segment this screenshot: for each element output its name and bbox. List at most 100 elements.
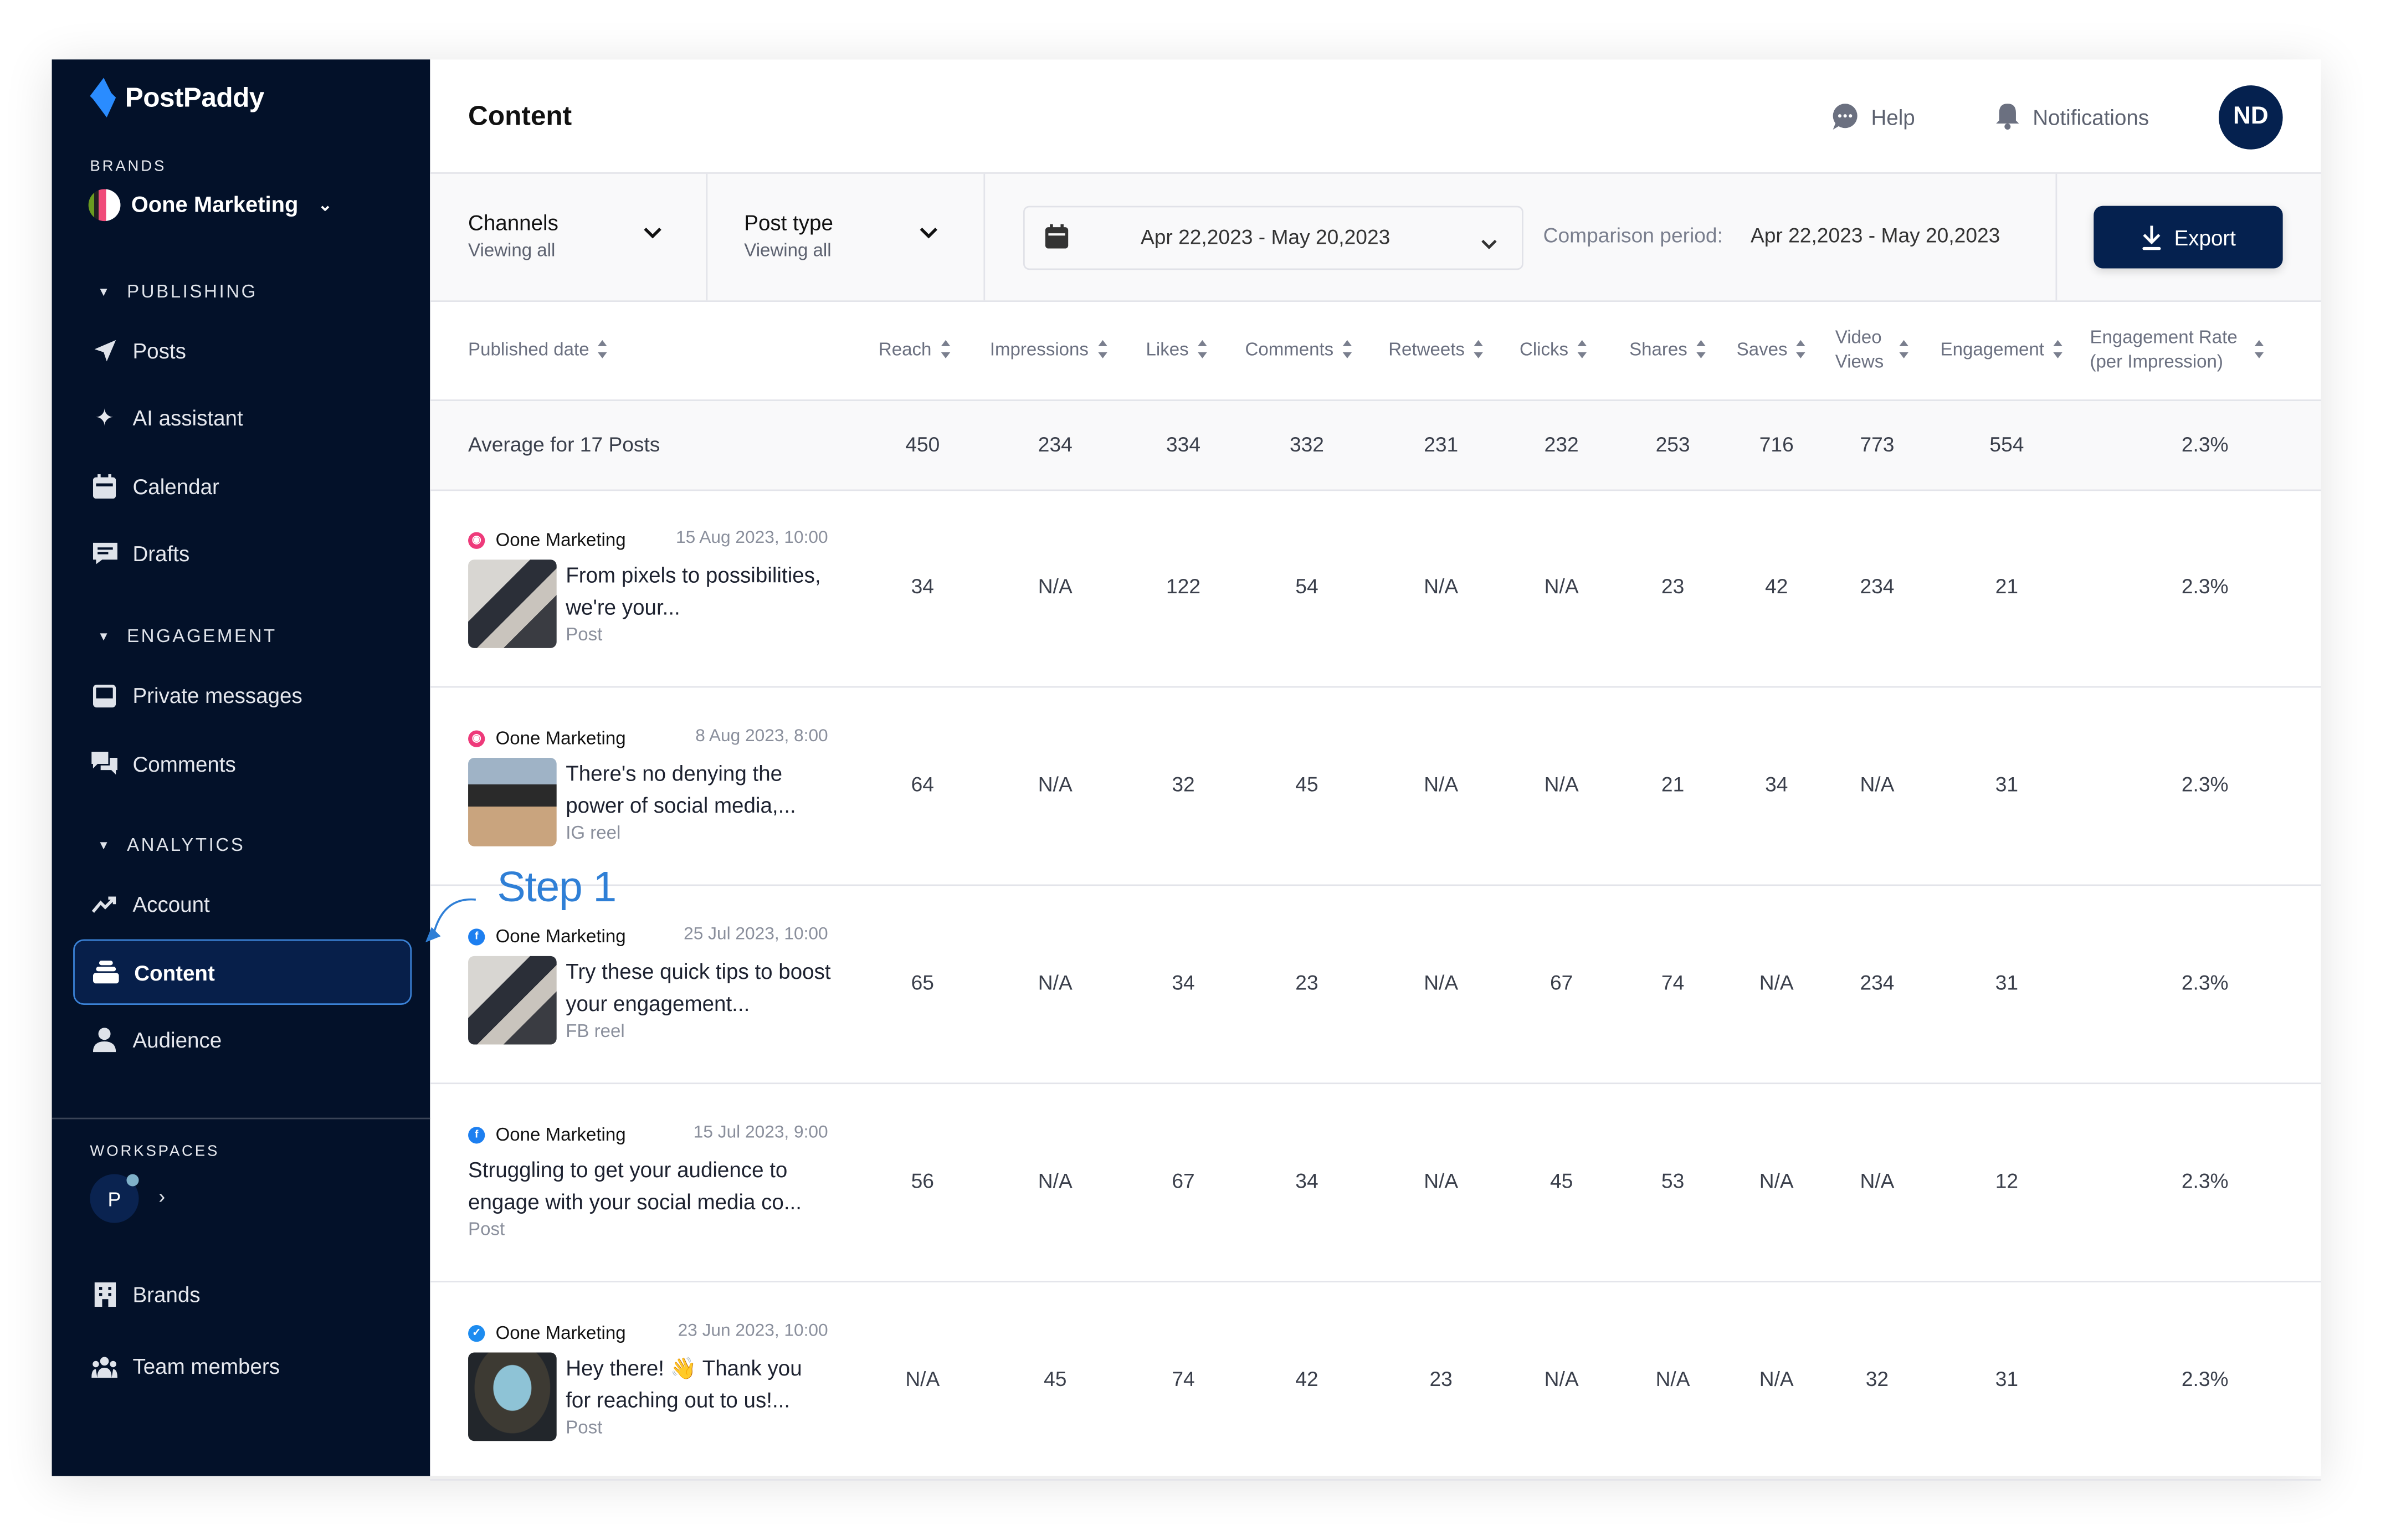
sidebar-item-drafts[interactable]: Drafts	[73, 523, 412, 584]
instagram-icon: ◉	[468, 730, 485, 747]
group-engagement[interactable]: ▼ ENGAGEMENT	[98, 625, 277, 647]
column-header-impressions[interactable]: Impressions	[990, 337, 1109, 361]
metric-value: 67	[1549, 971, 1573, 994]
post-date: 8 Aug 2023, 8:00	[695, 727, 828, 746]
column-header-saves[interactable]: Saves	[1737, 337, 1808, 361]
sidebar-item-calendar[interactable]: Calendar	[73, 456, 412, 517]
post-type-label: Post type	[744, 210, 833, 235]
post-meta: ✓ Oone Marketing	[468, 1322, 626, 1343]
post-type: Post	[566, 1416, 603, 1438]
post-text: Hey there! 👋 Thank you for reaching out …	[566, 1356, 802, 1412]
sidebar-item-team-members[interactable]: Team members	[73, 1336, 412, 1397]
export-label: Export	[2174, 225, 2236, 250]
sidebar-item-label: Private messages	[132, 683, 302, 708]
metric-value: 34	[1295, 1169, 1318, 1193]
post-preview[interactable]: Try these quick tips to boost your engag…	[566, 956, 833, 1041]
workspace-avatar[interactable]: P	[90, 1174, 139, 1223]
table-row[interactable]: f Oone Marketing 15 Jul 2023, 9:00 Struggli…	[430, 1082, 2321, 1282]
sort-icon	[598, 338, 609, 360]
post-thumbnail[interactable]	[468, 758, 557, 846]
post-preview[interactable]: There's no denying the power of social m…	[566, 758, 833, 844]
metric-value: 2.3%	[2181, 1169, 2229, 1193]
metric-value: 31	[1995, 773, 2019, 796]
column-header-clicks[interactable]: Clicks	[1520, 337, 1588, 361]
divider	[2055, 173, 2058, 301]
sidebar-item-label: Account	[132, 892, 210, 917]
table-row[interactable]: ◉ Oone Marketing 15 Aug 2023, 10:00 From pi…	[430, 488, 2321, 688]
sidebar-item-brands[interactable]: Brands	[73, 1264, 412, 1325]
average-row: Average for 17 Posts 450 234 334 332 231 232 2…	[430, 399, 2321, 491]
bell-icon	[1996, 104, 2019, 130]
column-header-video-views[interactable]: Video Views	[1835, 325, 1910, 373]
post-preview[interactable]: From pixels to possibilities, we're your…	[566, 559, 833, 645]
post-thumbnail[interactable]	[468, 1352, 557, 1441]
sidebar-item-audience[interactable]: Audience	[73, 1009, 412, 1070]
column-header-shares[interactable]: Shares	[1629, 337, 1707, 361]
sidebar-item-content[interactable]: Content	[73, 939, 412, 1005]
sidebar-item-posts[interactable]: Posts	[73, 320, 412, 381]
channels-filter[interactable]: Channels Viewing all	[430, 173, 708, 301]
caret-down-icon: ▼	[98, 284, 112, 299]
sidebar: PostPaddy BRANDS Oone Marketing ⌄ ▼ PUBLI…	[52, 59, 430, 1476]
comments-icon	[91, 751, 117, 777]
group-analytics[interactable]: ▼ ANALYTICS	[98, 834, 245, 856]
metric-value: 45	[1549, 1169, 1573, 1193]
column-label: Saves	[1736, 338, 1788, 360]
export-button[interactable]: Export	[2094, 206, 2283, 269]
stack-icon	[93, 959, 119, 985]
column-label: Clicks	[1519, 338, 1569, 360]
column-header-likes[interactable]: Likes	[1146, 337, 1209, 361]
post-thumbnail[interactable]	[468, 956, 557, 1045]
logo[interactable]: PostPaddy	[89, 78, 264, 117]
metric-value: N/A	[1544, 574, 1579, 598]
chevron-right-icon[interactable]: ›	[158, 1184, 166, 1208]
sidebar-item-label: Team members	[132, 1354, 280, 1379]
filter-bar: Channels Viewing all Post type Viewing a…	[430, 172, 2321, 302]
sidebar-item-comments[interactable]: Comments	[73, 733, 412, 794]
average-label: Average for 17 Posts	[468, 433, 660, 456]
logo-text: PostPaddy	[125, 81, 265, 112]
column-header-reach[interactable]: Reach	[879, 337, 951, 361]
chevron-down-icon	[1481, 230, 1497, 258]
average-value: 334	[1166, 433, 1201, 456]
post-meta: ◉ Oone Marketing	[468, 727, 626, 749]
post-thumbnail[interactable]	[468, 559, 557, 648]
notifications-button[interactable]: Notifications	[1996, 104, 2149, 130]
date-range-picker[interactable]: Apr 22,2023 - May 20,2023	[1023, 206, 1523, 270]
post-type-filter[interactable]: Post type Viewing all	[706, 173, 986, 301]
group-publishing[interactable]: ▼ PUBLISHING	[98, 280, 258, 302]
metric-value: N/A	[1759, 1368, 1794, 1391]
metric-value: 31	[1995, 971, 2019, 994]
metric-value: 34	[1765, 773, 1788, 796]
table-row[interactable]: f Oone Marketing 25 Jul 2023, 10:00 Try the…	[430, 885, 2321, 1085]
column-header-comments[interactable]: Comments	[1245, 337, 1353, 361]
column-header-retweets[interactable]: Retweets	[1388, 337, 1484, 361]
post-text: From pixels to possibilities, we're your…	[566, 562, 821, 619]
column-header-engagement[interactable]: Engagement	[1941, 337, 2064, 361]
metric-value: N/A	[1759, 1169, 1794, 1193]
post-preview[interactable]: Hey there! 👋 Thank you for reaching out …	[566, 1353, 833, 1438]
caret-down-icon: ▼	[98, 629, 112, 643]
column-header-published-date[interactable]: Published date	[468, 337, 609, 361]
sort-icon	[1198, 338, 1208, 360]
post-text: Try these quick tips to boost your engag…	[566, 959, 831, 1016]
caret-down-icon: ▼	[98, 838, 112, 852]
group-label: PUBLISHING	[127, 280, 258, 302]
sidebar-item-private-messages[interactable]: Private messages	[73, 665, 412, 726]
help-button[interactable]: Help	[1831, 104, 1915, 130]
sidebar-item-ai-assistant[interactable]: ✦ AI assistant	[73, 387, 412, 448]
table-row[interactable]: ✓ Oone Marketing 23 Jun 2023, 10:00 Hey the…	[430, 1281, 2321, 1481]
table-row[interactable]: ◉ Oone Marketing 8 Aug 2023, 8:00 There's n…	[430, 686, 2321, 886]
sidebar-item-label: Calendar	[132, 474, 219, 499]
sidebar-item-account[interactable]: Account	[73, 874, 412, 935]
brand-selector[interactable]: Oone Marketing ⌄	[88, 189, 332, 222]
column-header-engagement-rate-per-impression[interactable]: Engagement Rate (per Impression)	[2090, 325, 2265, 373]
user-avatar[interactable]: ND	[2219, 85, 2283, 150]
group-label: ANALYTICS	[127, 834, 245, 856]
metric-value: N/A	[1860, 773, 1895, 796]
post-preview[interactable]: Struggling to get your audience to engag…	[468, 1154, 834, 1240]
metric-value: N/A	[1544, 1368, 1579, 1391]
metric-value: 31	[1995, 1368, 2019, 1391]
column-label: Impressions	[989, 338, 1089, 360]
arrow-icon	[425, 898, 476, 943]
